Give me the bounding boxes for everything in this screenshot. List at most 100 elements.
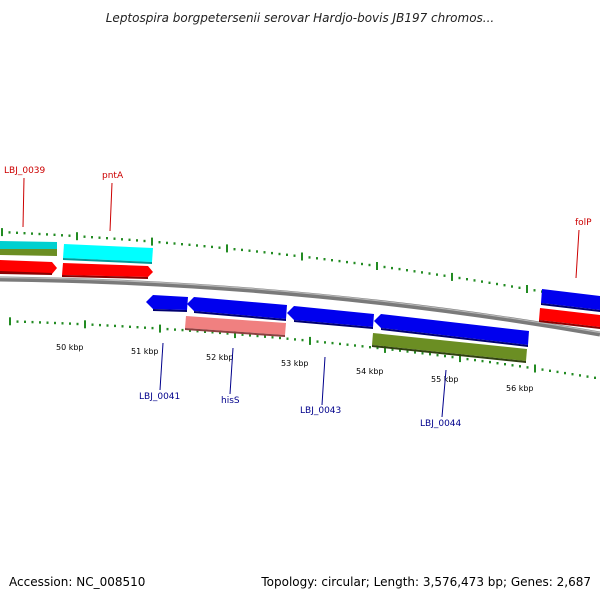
scale-minor-tick bbox=[271, 251, 273, 255]
scale-minor-tick bbox=[136, 326, 139, 329]
scale-minor-tick bbox=[331, 259, 333, 262]
gene-label-pntA[interactable]: pntA bbox=[102, 171, 124, 181]
scale-minor-tick bbox=[61, 322, 64, 325]
scale-minor-tick bbox=[144, 326, 146, 329]
scale-minor-tick bbox=[473, 279, 476, 282]
scale-label: 53 kbp bbox=[281, 359, 309, 368]
scale-minor-tick bbox=[316, 257, 318, 260]
scale-major-tick bbox=[376, 262, 378, 270]
scale-minor-tick bbox=[196, 244, 198, 247]
scale-minor-tick bbox=[339, 342, 341, 346]
scale-minor-tick bbox=[406, 269, 408, 272]
scale-minor-tick bbox=[76, 322, 79, 326]
gene-label-hisS[interactable]: hisS bbox=[221, 396, 240, 406]
gene-feature-red-left[interactable] bbox=[0, 260, 57, 274]
scale-major-tick bbox=[526, 285, 528, 293]
gene-label-LBJ_0043[interactable]: LBJ_0043 bbox=[300, 406, 341, 416]
scale-minor-tick bbox=[354, 344, 356, 347]
scale-major-tick bbox=[309, 336, 311, 345]
scale-minor-tick bbox=[256, 250, 258, 253]
scale-minor-tick bbox=[46, 321, 49, 324]
scale-minor-tick bbox=[324, 341, 326, 344]
scale-minor-tick bbox=[549, 369, 551, 372]
scale-minor-tick bbox=[458, 276, 461, 280]
map-title: Leptospira borgpetersenii serovar Hardjo… bbox=[106, 11, 495, 25]
scale-minor-tick bbox=[31, 232, 33, 235]
scale-minor-tick bbox=[436, 354, 439, 357]
scale-minor-tick bbox=[263, 251, 266, 254]
scale-minor-tick bbox=[189, 329, 191, 332]
scale-minor-tick bbox=[226, 332, 229, 335]
scale-minor-tick bbox=[218, 246, 221, 249]
scale-minor-tick bbox=[346, 260, 348, 264]
scale-minor-tick bbox=[586, 375, 589, 378]
scale-minor-tick bbox=[143, 239, 146, 243]
chromosome-backbone bbox=[0, 276, 600, 337]
scale-minor-tick bbox=[519, 365, 521, 368]
scale-minor-tick bbox=[398, 267, 401, 271]
gene-feature-cyan-left[interactable] bbox=[0, 241, 57, 249]
scale-minor-tick bbox=[594, 376, 596, 379]
scale-minor-tick bbox=[391, 266, 393, 270]
scale-minor-tick bbox=[219, 331, 221, 335]
scale-minor-tick bbox=[249, 334, 251, 337]
scale-major-tick bbox=[9, 317, 11, 326]
scale-minor-tick bbox=[406, 350, 409, 353]
scale-major-tick bbox=[226, 244, 228, 253]
scale-minor-tick bbox=[511, 285, 513, 288]
gene-feature-pntA[interactable] bbox=[63, 244, 153, 262]
scale-minor-tick bbox=[564, 371, 566, 375]
gene-feature-olive-left[interactable] bbox=[0, 249, 57, 256]
scale-minor-tick bbox=[204, 330, 206, 333]
scale-minor-tick bbox=[399, 349, 401, 352]
scale-major-tick bbox=[1, 228, 3, 237]
scale-minor-tick bbox=[391, 348, 394, 351]
gene-feature-red-right[interactable] bbox=[539, 308, 600, 327]
scale-minor-tick bbox=[293, 254, 296, 257]
scale-minor-tick bbox=[151, 326, 154, 330]
scale-minor-tick bbox=[369, 346, 371, 349]
scale-label: 52 kbp bbox=[206, 353, 234, 362]
scale-minor-tick bbox=[46, 233, 48, 236]
scale-minor-tick bbox=[129, 325, 131, 328]
scale-minor-tick bbox=[368, 263, 371, 267]
gene-feature-LBJ_0044-olive[interactable] bbox=[372, 333, 527, 361]
gene-feature-hisS[interactable] bbox=[187, 297, 287, 319]
gene-label-folP[interactable]: folP bbox=[575, 218, 592, 228]
scale-minor-tick bbox=[353, 261, 356, 265]
scale-minor-tick bbox=[173, 242, 176, 245]
scale-minor-tick bbox=[121, 238, 123, 241]
feature-track-forward bbox=[0, 241, 600, 329]
gene-labels-bottom: LBJ_0041 hisS LBJ_0043 LBJ_0044 bbox=[139, 342, 462, 429]
scale-minor-tick bbox=[481, 280, 483, 283]
scale-minor-tick bbox=[181, 243, 183, 246]
scale-minor-tick bbox=[488, 281, 491, 284]
gene-feature-red-mid[interactable] bbox=[62, 263, 153, 277]
scale-minor-tick bbox=[166, 327, 169, 331]
scale-minor-tick bbox=[271, 336, 274, 339]
gene-feature-LBJ_0043[interactable] bbox=[287, 306, 374, 327]
scale-minor-tick bbox=[518, 286, 521, 289]
scale-minor-tick bbox=[279, 336, 281, 340]
gene-feature-pink[interactable] bbox=[185, 316, 286, 335]
gene-feature-LBJ_0041[interactable] bbox=[146, 295, 188, 310]
scale-minor-tick bbox=[451, 355, 454, 359]
gene-label-LBJ_0039[interactable]: LBJ_0039 bbox=[4, 166, 46, 176]
scale-major-tick bbox=[76, 232, 78, 241]
gene-feature-LBJ_0044-blue[interactable] bbox=[374, 314, 529, 345]
scale-minor-tick bbox=[38, 232, 41, 236]
scale-major-tick bbox=[234, 330, 236, 339]
gene-label-LBJ_0044[interactable]: LBJ_0044 bbox=[420, 419, 462, 429]
scale-minor-tick bbox=[346, 343, 349, 346]
scale-minor-tick bbox=[301, 338, 304, 342]
scale-minor-tick bbox=[338, 259, 341, 263]
scale-major-tick bbox=[459, 354, 461, 363]
scale-minor-tick bbox=[503, 284, 506, 287]
scale-minor-tick bbox=[211, 245, 213, 249]
scale-minor-tick bbox=[361, 345, 364, 348]
scale-minor-tick bbox=[181, 328, 184, 332]
gene-label-LBJ_0041[interactable]: LBJ_0041 bbox=[139, 392, 180, 402]
scale-minor-tick bbox=[414, 351, 416, 354]
scale-major-tick bbox=[159, 324, 161, 333]
